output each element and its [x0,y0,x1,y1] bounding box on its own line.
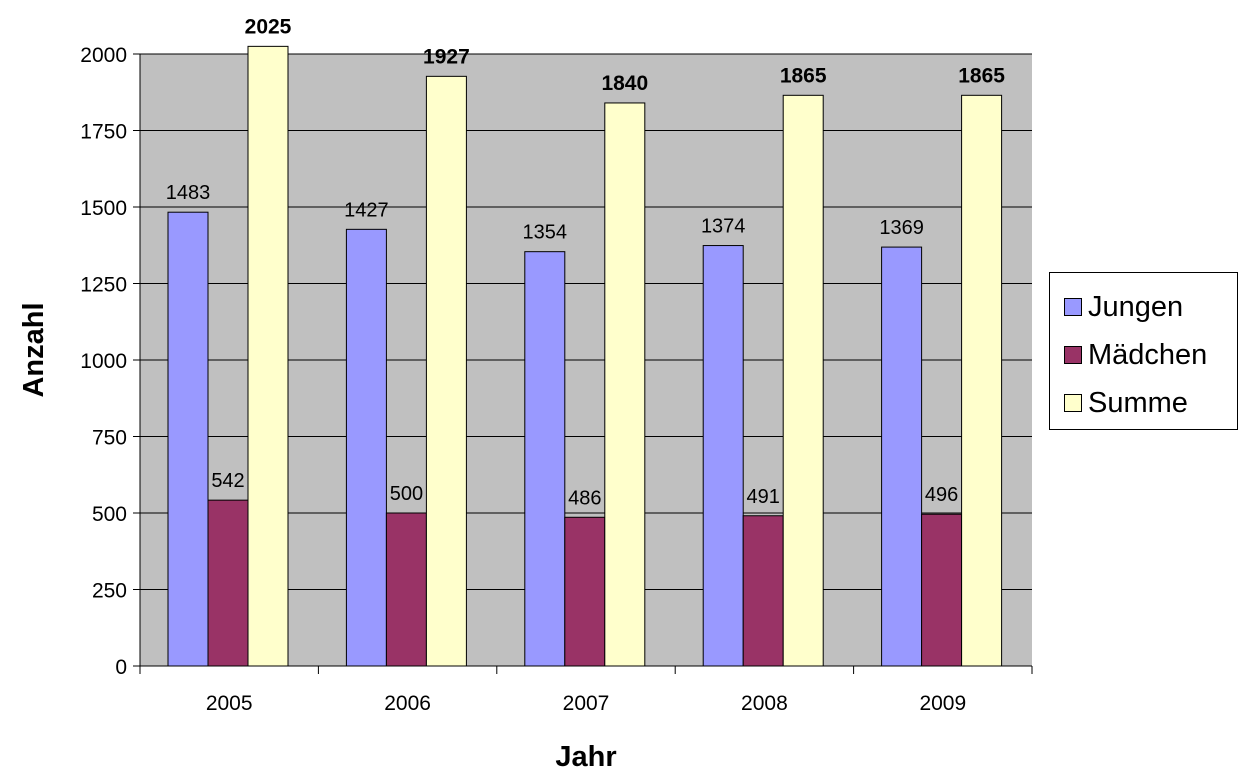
x-tick-label: 2007 [563,692,610,715]
bar-summe [247,45,289,667]
chart-legend: Jungen Mädchen Summe [1049,272,1238,430]
bar-jungen [167,211,209,667]
y-tick-label: 750 [92,427,127,450]
legend-swatch-jungen [1064,298,1082,316]
data-label: 1369 [879,217,924,239]
bar-summe [961,94,1003,667]
bar-jungen [345,228,387,667]
bar-maedchen [564,516,606,667]
legend-item-summe: Summe [1064,383,1188,423]
x-tick-label: 2008 [741,692,788,715]
y-tick-label: 1000 [80,350,127,373]
legend-label-maedchen: Mädchen [1088,338,1208,371]
data-label: 1840 [601,72,648,95]
data-label: 542 [211,470,244,492]
data-label: 2025 [245,15,292,38]
bar-jungen [702,245,744,667]
bar-maedchen [742,515,784,667]
legend-item-jungen: Jungen [1064,287,1183,327]
x-tick-label: 2006 [384,692,431,715]
bar-summe [782,94,824,667]
bar-maedchen [385,512,427,667]
data-label: 1374 [701,216,746,238]
data-label: 1483 [166,182,211,204]
y-tick-label: 0 [115,656,127,679]
data-label: 1427 [344,199,389,221]
x-tick-label: 2009 [919,692,966,715]
y-tick-label: 500 [92,503,127,526]
data-label: 500 [390,483,423,505]
x-axis-title: Jahr [555,741,616,773]
bar-jungen [881,246,923,667]
y-tick-label: 1750 [80,121,127,144]
bar-maedchen [921,513,963,667]
data-label: 1865 [958,64,1005,87]
x-tick-label: 2005 [206,692,253,715]
legend-item-maedchen: Mädchen [1064,335,1207,375]
bar-summe [425,75,467,667]
legend-label-jungen: Jungen [1088,290,1184,323]
y-tick-label: 1500 [80,197,127,220]
data-label: 1354 [523,222,568,244]
bar-jungen [524,251,566,667]
data-label: 491 [747,486,780,508]
bar-maedchen [207,499,249,667]
y-tick-label: 250 [92,580,127,603]
data-label: 1927 [423,45,470,68]
bar-summe [604,102,646,667]
y-axis-title: Anzahl [18,302,50,397]
legend-swatch-maedchen [1064,346,1082,364]
legend-swatch-summe [1064,394,1082,412]
data-label: 496 [925,484,958,506]
data-label: 1865 [780,64,827,87]
y-tick-label: 1250 [80,274,127,297]
y-tick-label: 2000 [80,44,127,67]
legend-label-summe: Summe [1088,386,1188,419]
data-label: 486 [568,487,601,509]
